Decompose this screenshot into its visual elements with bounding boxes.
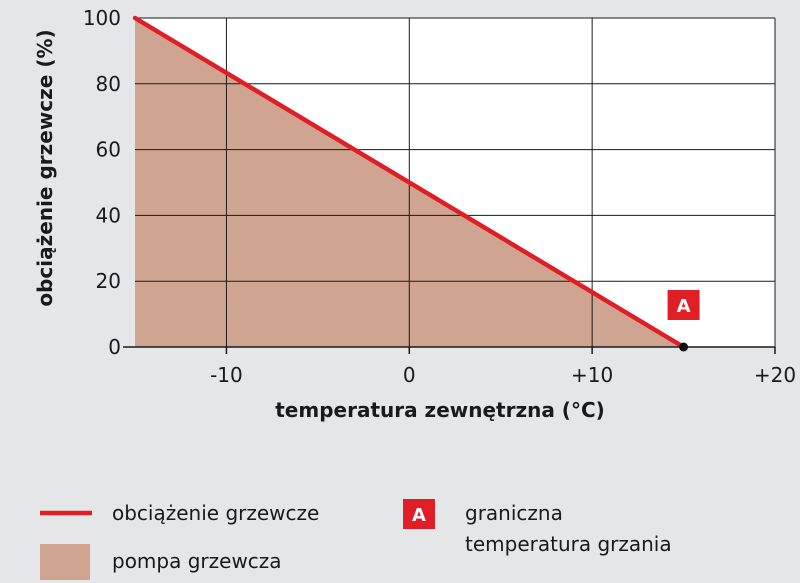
y-tick-label: 100 [83, 6, 121, 30]
legend-marker-label-line1: graniczna [465, 501, 563, 525]
legend-marker-symbol: A [412, 505, 426, 526]
y-axis-title: obciążenie grzewcze (%) [33, 29, 57, 306]
y-tick-label: 40 [96, 203, 121, 227]
marker-a-label: A [677, 296, 691, 317]
limit-temperature-point [679, 342, 689, 352]
marker-a-box [667, 290, 700, 320]
legend: obciążenie grzewcze pompa grzewcza A gra… [40, 499, 672, 580]
y-tick-label: 20 [96, 269, 121, 293]
y-tick-label: 60 [96, 138, 121, 162]
x-tick-label: 0 [403, 363, 416, 387]
x-tick-label: -10 [210, 363, 243, 387]
legend-marker-box [403, 499, 435, 529]
legend-line-label: obciążenie grzewcze [112, 501, 319, 525]
y-tick-label: 80 [96, 72, 121, 96]
legend-marker-label-line2: temperatura grzania [465, 532, 672, 556]
y-tick-label: 0 [108, 335, 121, 359]
y-axis-ticks: 0 20 40 60 80 100 [83, 6, 121, 359]
legend-area-label: pompa grzewcza [112, 549, 282, 573]
x-tick-label: +10 [571, 363, 613, 387]
legend-area-swatch [40, 544, 90, 580]
marker-a-badge: A [667, 290, 700, 320]
heating-load-line [132, 15, 686, 350]
x-axis-title: temperatura zewnętrzna (°C) [275, 398, 605, 422]
x-tick-label: +20 [754, 363, 796, 387]
x-axis-ticks: -10 0 +10 +20 [210, 347, 796, 387]
